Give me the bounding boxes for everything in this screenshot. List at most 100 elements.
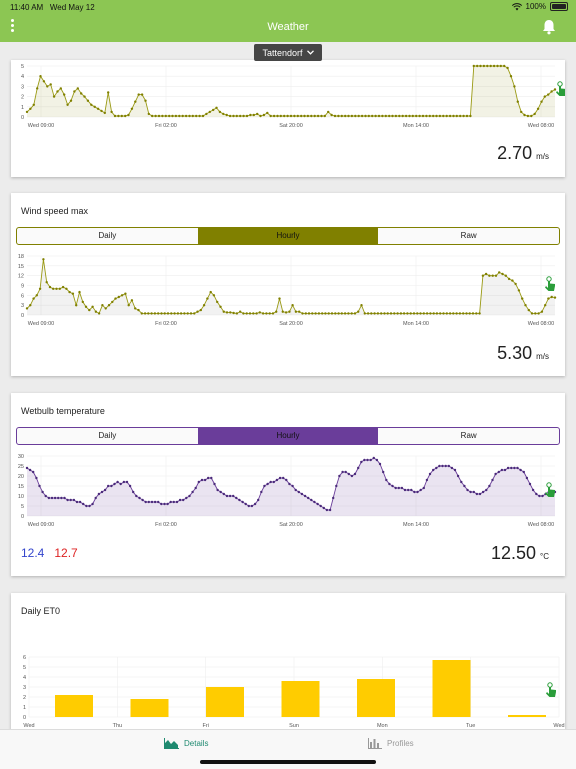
tab-daily[interactable]: Daily bbox=[98, 431, 117, 440]
data-point bbox=[181, 114, 184, 118]
data-point bbox=[363, 458, 366, 462]
data-point bbox=[482, 64, 486, 68]
data-point bbox=[413, 490, 416, 494]
data-point bbox=[78, 500, 82, 504]
data-point bbox=[391, 484, 394, 488]
tab-profiles-label: Profiles bbox=[387, 739, 414, 748]
y-tick-label: 15 bbox=[18, 484, 24, 490]
wind-speed-chart: 0 1 2 3 4 5 Wed 09:00 Fri 02:00 Sat 20:00 Mon 14:… bbox=[21, 64, 565, 129]
data-point bbox=[445, 114, 448, 118]
data-point bbox=[36, 87, 39, 90]
data-point bbox=[275, 310, 278, 313]
tab-daily[interactable]: Daily bbox=[98, 231, 117, 240]
data-point bbox=[507, 277, 511, 281]
data-point bbox=[81, 300, 85, 304]
data-point bbox=[182, 498, 185, 502]
wifi-icon bbox=[511, 2, 522, 10]
data-point bbox=[547, 297, 550, 300]
data-point bbox=[178, 498, 182, 502]
tab-hourly[interactable]: Hourly bbox=[197, 228, 379, 244]
data-point bbox=[411, 114, 414, 118]
data-point bbox=[208, 110, 211, 114]
data-point bbox=[222, 492, 225, 496]
wind-speed-value: 2.70 m/s bbox=[497, 143, 549, 163]
data-point bbox=[65, 287, 68, 290]
data-point bbox=[41, 490, 44, 494]
data-point bbox=[48, 285, 52, 289]
bell-icon[interactable] bbox=[542, 19, 556, 35]
data-point bbox=[340, 114, 343, 118]
location-dropdown[interactable]: Tattendorf bbox=[254, 44, 322, 61]
data-point bbox=[391, 114, 394, 118]
data-point bbox=[384, 114, 387, 118]
touch-icon bbox=[556, 81, 565, 96]
data-point bbox=[175, 500, 179, 504]
data-point bbox=[111, 300, 114, 304]
interval-selector: Daily Hourly Raw bbox=[16, 227, 560, 245]
y-tick-label: 3 bbox=[21, 303, 24, 309]
y-tick-label: 5 bbox=[23, 665, 26, 671]
data-point bbox=[255, 312, 258, 315]
bar bbox=[55, 695, 93, 717]
data-point bbox=[212, 108, 215, 112]
data-point bbox=[124, 292, 127, 295]
data-point bbox=[544, 304, 547, 307]
tab-details[interactable]: Details bbox=[164, 738, 208, 749]
data-point bbox=[347, 114, 350, 118]
data-point bbox=[469, 490, 472, 494]
data-point bbox=[432, 312, 435, 315]
data-point bbox=[333, 114, 337, 118]
data-point bbox=[404, 114, 408, 118]
tab-hourly[interactable]: Hourly bbox=[197, 428, 379, 444]
data-point bbox=[366, 458, 369, 462]
data-point bbox=[475, 492, 479, 496]
data-point bbox=[350, 474, 354, 478]
interval-selector: Daily Hourly Raw bbox=[16, 427, 560, 445]
data-point bbox=[383, 312, 386, 315]
data-point bbox=[207, 476, 210, 480]
data-point bbox=[110, 484, 113, 488]
data-point bbox=[35, 476, 38, 480]
data-point bbox=[412, 312, 416, 315]
bar bbox=[206, 687, 244, 717]
data-point bbox=[535, 492, 538, 496]
data-point bbox=[540, 310, 544, 313]
data-point bbox=[266, 482, 269, 486]
tab-raw[interactable]: Raw bbox=[460, 231, 477, 240]
wetbulb-chart: 0 5 10 15 20 25 30 Wed 09:00 Fri 02:00 Sat 20:00 M… bbox=[18, 454, 557, 528]
data-point bbox=[195, 114, 198, 118]
y-tick-label: 25 bbox=[18, 464, 24, 470]
data-point bbox=[25, 110, 29, 114]
data-point bbox=[550, 295, 553, 299]
data-point bbox=[513, 466, 516, 470]
y-tick-label: 1 bbox=[21, 105, 24, 111]
more-menu-icon[interactable] bbox=[11, 19, 14, 34]
data-point bbox=[291, 484, 294, 488]
data-point bbox=[498, 271, 501, 274]
x-tick-label: Sat 20:00 bbox=[279, 123, 303, 129]
data-point bbox=[310, 498, 313, 502]
y-tick-label: 12 bbox=[18, 274, 24, 280]
data-point bbox=[238, 498, 241, 502]
data-point bbox=[506, 466, 510, 470]
data-point bbox=[151, 114, 154, 118]
min-max-values: 12.4 12.7 bbox=[21, 546, 78, 560]
data-point bbox=[418, 114, 421, 118]
data-point bbox=[96, 107, 100, 110]
data-point bbox=[83, 95, 86, 98]
data-point bbox=[338, 474, 341, 478]
data-point bbox=[258, 311, 261, 314]
data-point bbox=[168, 114, 171, 118]
touch-ring bbox=[557, 81, 563, 87]
data-point bbox=[265, 312, 268, 315]
tab-raw[interactable]: Raw bbox=[460, 431, 477, 440]
data-point bbox=[97, 492, 101, 496]
bar bbox=[357, 679, 395, 717]
data-point bbox=[56, 90, 59, 93]
et0-chart: 0 1 2 3 4 5 6 Wed Thu Fri Sun Mon Tue Wed bbox=[23, 655, 565, 729]
y-tick-label: 2 bbox=[23, 695, 26, 701]
data-point bbox=[334, 312, 337, 315]
data-point bbox=[494, 274, 498, 277]
data-point bbox=[235, 496, 238, 500]
tab-profiles[interactable]: Profiles bbox=[368, 738, 414, 749]
